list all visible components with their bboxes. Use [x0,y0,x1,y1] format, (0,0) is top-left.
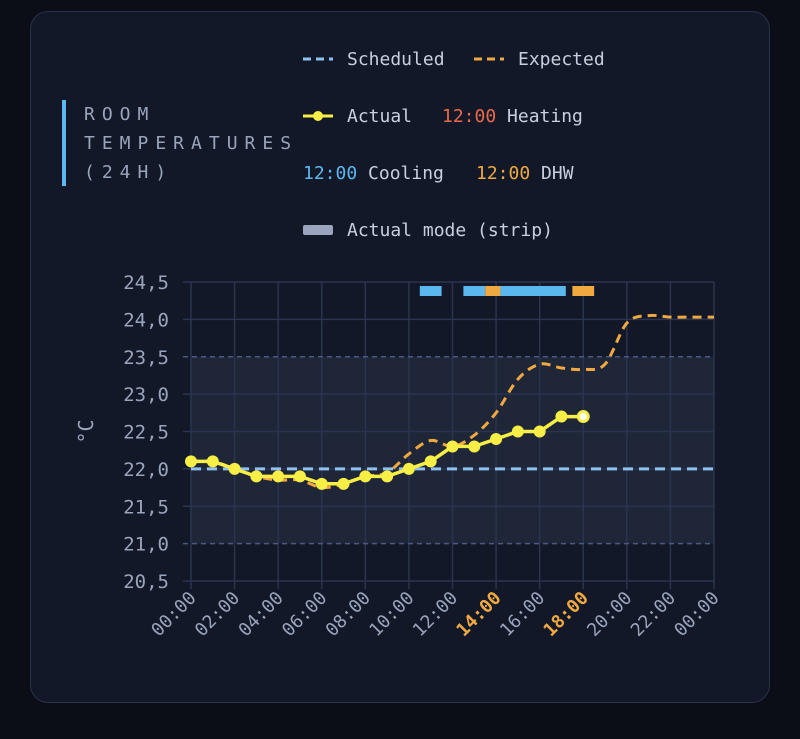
x-tick-label: 00:00 [147,588,200,641]
actual-point [272,470,285,483]
y-axis-label: °C [74,419,98,443]
actual-point [511,425,524,438]
mode-strip-segment [463,286,486,296]
legend-cooling[interactable]: 12:00 Cooling [303,160,444,186]
actual-point [533,425,546,438]
x-tick-label: 22:00 [627,588,680,641]
actual-mode-swatch-icon [303,225,333,235]
actual-point [424,455,437,468]
x-tick-label: 10:00 [365,588,418,641]
actual-point [228,462,241,475]
expected-swatch-icon [474,57,504,61]
x-tick-label: 08:00 [322,588,375,641]
y-tick-label: 24,0 [123,309,169,331]
actual-point [359,470,372,483]
actual-point [576,410,590,424]
y-tick-label: 24,5 [123,272,169,294]
actual-point [206,455,219,468]
legend-label-actual: Actual [347,105,413,127]
y-tick-label: 22,5 [123,422,169,444]
title-accent-bar [62,100,66,186]
legend-label-dhw: DHW [541,162,574,184]
scheduled-swatch-icon [303,57,333,61]
legend-label-scheduled: Scheduled [347,48,445,70]
mode-strip-segment [500,286,566,296]
y-tick-label: 21,0 [123,534,169,556]
actual-point [468,440,481,453]
legend-expected[interactable]: Expected [474,46,605,72]
y-tick-label: 21,5 [123,496,169,518]
actual-swatch-icon [303,111,333,121]
actual-point [381,470,394,483]
y-tick-label: 22,0 [123,459,169,481]
legend-cooling-time: 12:00 [303,162,358,184]
actual-point [293,470,306,483]
x-tick-label: 06:00 [278,588,331,641]
actual-point [490,432,503,445]
legend-actual[interactable]: Actual [303,103,412,129]
legend-actual-mode[interactable]: Actual mode (strip) [303,217,553,243]
actual-point [446,440,459,453]
legend-label-heating: Heating [507,105,583,127]
x-tick-label: 14:00 [452,588,505,641]
actual-point [315,477,328,490]
mode-strip-segment [419,286,442,296]
legend-label-cooling: Cooling [368,162,444,184]
actual-point [337,477,350,490]
actual-point [402,462,415,475]
y-tick-label: 20,5 [123,571,169,593]
legend-label-actual-mode: Actual mode (strip) [347,219,553,241]
y-tick-label: 23,0 [123,384,169,406]
mode-strip-segment [572,286,595,296]
x-tick-label: 02:00 [191,588,244,641]
x-tick-label: 00:00 [670,588,723,641]
legend-dhw-time: 12:00 [476,162,531,184]
legend-heating[interactable]: 12:00 Heating [442,103,583,129]
y-tick-label: 23,5 [123,347,169,369]
legend-scheduled[interactable]: Scheduled [303,46,445,72]
legend-label-expected: Expected [518,48,605,70]
mode-strip-segment [485,286,501,296]
actual-point [555,410,568,423]
x-tick-label: 04:00 [235,588,288,641]
card-title: ROOM TEMPERATURES (24H) [84,104,299,183]
x-tick-label: 12:00 [409,588,462,641]
legend-heating-time: 12:00 [442,105,497,127]
x-tick-label: 20:00 [583,588,636,641]
actual-point [185,455,197,468]
actual-point [250,470,263,483]
x-tick-label: 18:00 [540,588,593,641]
legend-dhw[interactable]: 12:00 DHW [476,160,574,186]
x-tick-label: 16:00 [496,588,549,641]
